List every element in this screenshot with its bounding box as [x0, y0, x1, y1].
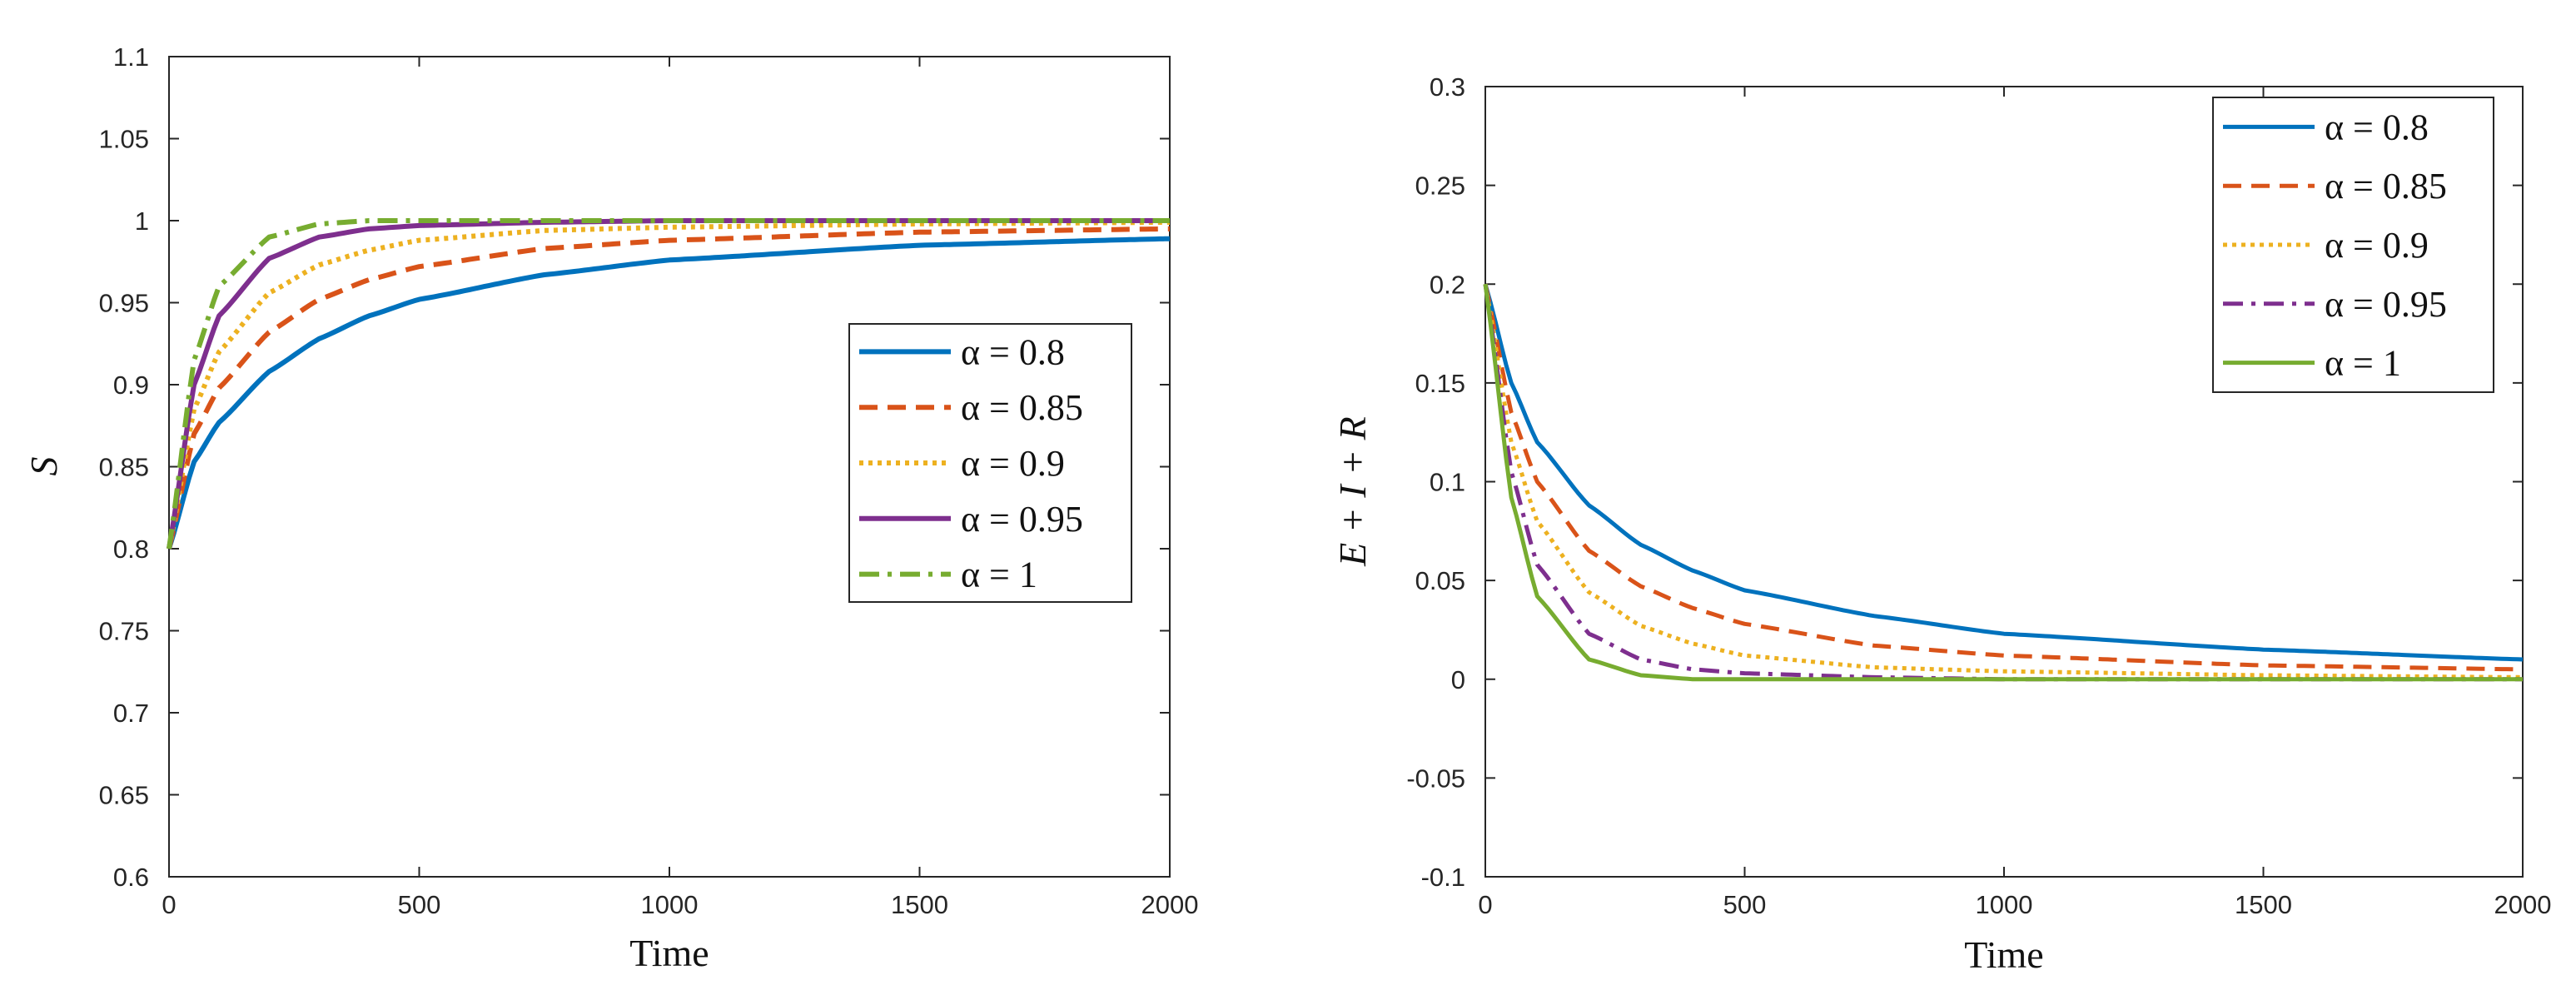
- y-tick-label: 0.9: [113, 371, 149, 400]
- legend-label: α = 0.95: [2325, 284, 2447, 325]
- y-tick-label: 1: [135, 206, 149, 236]
- x-axis-label: Time: [1964, 933, 2043, 976]
- legend-label: α = 0.8: [961, 331, 1065, 372]
- x-tick-label: 0: [162, 890, 176, 919]
- y-tick-label: 1.05: [99, 125, 149, 154]
- y-tick-labels: -0.1 -0.05 0 0.05 0.1 0.15 0.2 0.25 0.3: [1406, 72, 1465, 892]
- y-tick-label: 0: [1451, 665, 1465, 694]
- y-tick-label: 0.3: [1430, 72, 1465, 102]
- y-tick-label: 0.7: [113, 699, 149, 728]
- y-tick-label: 0.8: [113, 535, 149, 564]
- y-tick-label: 1.1: [113, 42, 149, 72]
- y-tick-label: 0.85: [99, 453, 149, 482]
- y-tick-label: 0.95: [99, 289, 149, 318]
- series-line: [1483, 283, 2524, 672]
- legend-label: α = 0.9: [961, 443, 1065, 484]
- legend-item: α = 0.95: [2223, 284, 2447, 325]
- legend-label: α = 1: [961, 555, 1037, 595]
- legend-item: α = 0.8: [2223, 107, 2429, 147]
- legend-label: α = 1: [2325, 343, 2401, 384]
- y-tick-label: 0.6: [113, 863, 149, 892]
- series-line: [167, 236, 1171, 550]
- x-tick-label: 1500: [2235, 890, 2292, 919]
- x-tick-label: 2000: [2494, 890, 2552, 919]
- legend-item: α = 0.95: [859, 499, 1083, 540]
- legend-label: α = 0.8: [2325, 107, 2429, 147]
- legend: α = 0.8 α = 0.85 α = 0.9 α = 0.95 α = 1: [848, 323, 1132, 603]
- y-tick-label: -0.1: [1421, 863, 1465, 892]
- series-line: [167, 220, 1170, 550]
- legend-label: α = 0.85: [961, 387, 1083, 428]
- y-tick-label: 0.75: [99, 617, 149, 646]
- y-tick-label: 0.1: [1430, 468, 1465, 497]
- y-tick-label: 0.15: [1415, 369, 1465, 398]
- x-tick-label: 1000: [641, 890, 699, 919]
- legend-label: α = 0.95: [961, 499, 1083, 540]
- x-tick-label: 1500: [891, 890, 948, 919]
- series-line: [167, 218, 1170, 550]
- chart-eir: 0 500 1000 1500 2000 -0.1 -0.05 0 0.05 0…: [1331, 72, 2551, 976]
- legend-item: α = 0.85: [2223, 166, 2447, 206]
- x-tick-label: 500: [398, 890, 441, 919]
- x-tick-label: 500: [1723, 890, 1767, 919]
- x-tick-label: 2000: [1141, 890, 1199, 919]
- x-tick-label: 1000: [1976, 890, 2033, 919]
- y-tick-label: 0.2: [1430, 270, 1465, 299]
- y-tick-label: -0.05: [1406, 764, 1465, 793]
- legend-item: α = 0.85: [859, 387, 1083, 428]
- legend: α = 0.8 α = 0.85 α = 0.9 α = 0.95 α = 1: [2212, 97, 2494, 393]
- legend-item: α = 0.9: [2223, 225, 2429, 266]
- legend-item: α = 0.8: [859, 331, 1065, 372]
- series-line: [167, 226, 1170, 550]
- chart-s: 0 500 1000 1500 2000 0.6 0.65 0.7 0.75 0…: [22, 42, 1198, 974]
- x-tick-labels: 0 500 1000 1500 2000: [1478, 890, 2551, 919]
- y-tick-labels: 0.6 0.65 0.7 0.75 0.8 0.85 0.9 0.95 1 1.…: [99, 42, 149, 892]
- legend-item: α = 1: [2223, 343, 2401, 384]
- legend-label: α = 0.85: [2325, 166, 2447, 206]
- series-group: [1483, 283, 2524, 682]
- x-tick-labels: 0 500 1000 1500 2000: [162, 890, 1198, 919]
- legend-item: α = 1: [859, 555, 1037, 595]
- y-axis-label: E + I + R: [1331, 416, 1374, 567]
- series-line: [1483, 283, 2523, 682]
- y-tick-label: 0.05: [1415, 566, 1465, 595]
- y-axis-label: S: [22, 457, 65, 476]
- legend-item: α = 0.9: [859, 443, 1065, 484]
- x-axis-label: Time: [629, 932, 709, 974]
- y-tick-label: 0.65: [99, 781, 149, 810]
- series-line: [1483, 283, 2524, 662]
- series-line: [1483, 283, 2524, 679]
- x-tick-label: 0: [1478, 890, 1492, 919]
- y-tick-label: 0.25: [1415, 172, 1465, 201]
- legend-label: α = 0.9: [2325, 225, 2429, 266]
- series-group: [167, 218, 1171, 550]
